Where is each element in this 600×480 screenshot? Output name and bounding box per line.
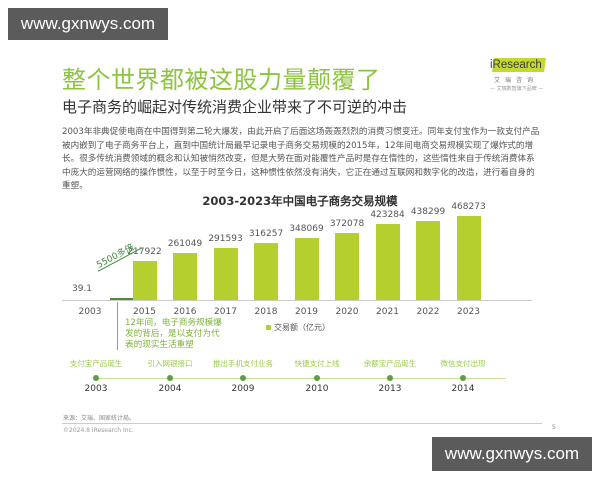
timeline-label: 引入网银接口 — [147, 359, 193, 368]
timeline-label: 微信支付出现 — [440, 359, 486, 368]
value-label: 39.1 — [71, 284, 93, 294]
value-label: 348069 — [289, 224, 324, 234]
chart-note: 12年间，电子商务规模爆发的背后，是以支付为代表的现实生活重塑 — [125, 318, 222, 350]
timeline-dot-icon — [93, 375, 99, 381]
note-divider — [117, 302, 118, 350]
page-title: 整个世界都被这股力量颠覆了 — [62, 66, 381, 94]
logo-brand: iResearch — [490, 59, 542, 71]
page-number: 5 — [552, 424, 556, 431]
value-label: 468273 — [451, 202, 486, 212]
x-tick-label: 2015 — [133, 307, 156, 317]
bar-2019 — [294, 238, 319, 300]
bar-2003 — [110, 298, 138, 300]
source-note: 来源：艾瑞、国家统计局。 — [63, 415, 136, 422]
timeline-line — [96, 378, 506, 379]
timeline-label: 余额宝产品诞生 — [363, 359, 417, 368]
x-tick-label: 2018 — [254, 307, 278, 317]
timeline-year: 2004 — [158, 384, 182, 394]
footer-divider — [62, 423, 542, 424]
timeline-dot-icon — [240, 375, 246, 381]
value-label: 316257 — [248, 229, 284, 239]
value-label: 217922 — [127, 247, 162, 257]
intro-paragraph: 2003年非典促使电商在中国得到第二轮大爆发，由此开启了后面这场轰轰烈烈的消费习… — [62, 127, 540, 191]
bar-2020 — [335, 233, 359, 300]
bar-2023 — [456, 216, 481, 300]
timeline-label: 支付宝产品诞生 — [69, 359, 123, 368]
x-tick-label: 2023 — [457, 307, 480, 317]
chart-title: 2003-2023年中国电子商务交易规模 — [202, 194, 398, 208]
watermark-bottom: www.gxnwys.com — [432, 437, 592, 471]
timeline-label: 快捷支付上线 — [294, 359, 340, 368]
value-label: 291593 — [208, 234, 243, 244]
timeline-year: 2010 — [305, 384, 329, 394]
value-label: 261049 — [167, 239, 203, 249]
timeline-year: 2009 — [231, 384, 255, 394]
copyright: ©2024.8 iResearch Inc. — [63, 427, 134, 434]
logo-cn: 艾瑞咨询 — [494, 77, 539, 84]
value-label: 438299 — [410, 207, 446, 217]
bar-2016 — [173, 253, 197, 300]
value-label: 423284 — [370, 210, 405, 220]
bar-2017 — [213, 248, 238, 300]
timeline-year: 2014 — [451, 384, 475, 394]
page-subtitle: 电子商务的崛起对传统消费企业带来了不可逆的冲击 — [62, 98, 408, 116]
x-tick-label: 2021 — [376, 307, 399, 317]
x-tick-label: 2003 — [78, 307, 102, 317]
iresearch-logo: iResearch 艾瑞咨询 — 艾瑞数智旗下品牌 — — [490, 58, 548, 98]
timeline-dot-icon — [167, 375, 173, 381]
bar-2015 — [132, 261, 157, 300]
timeline-dot-icon — [314, 375, 320, 381]
x-tick-label: 2020 — [335, 307, 359, 317]
timeline-year: 2013 — [378, 384, 402, 394]
chart-legend: 交易额（亿元） — [266, 322, 330, 333]
legend-label: 交易额（亿元） — [274, 323, 330, 332]
x-tick-label: 2022 — [416, 307, 440, 317]
value-label: 372078 — [329, 219, 365, 229]
x-tick-label: 2017 — [214, 307, 237, 317]
bar-2022 — [416, 221, 440, 300]
bar-2021 — [375, 224, 400, 300]
x-tick-label: 2019 — [295, 307, 318, 317]
x-tick-label: 2016 — [173, 307, 197, 317]
x-axis — [62, 300, 532, 301]
timeline-year: 2003 — [84, 384, 108, 394]
logo-tagline: — 艾瑞数智旗下品牌 — — [490, 86, 544, 92]
timeline-label: 推出手机支付业务 — [213, 359, 273, 368]
legend-swatch-icon — [266, 325, 271, 330]
watermark-top: www.gxnwys.com — [8, 8, 168, 40]
timeline-dot-icon — [460, 375, 466, 381]
bar-2018 — [254, 243, 278, 300]
timeline-dot-icon — [387, 375, 393, 381]
